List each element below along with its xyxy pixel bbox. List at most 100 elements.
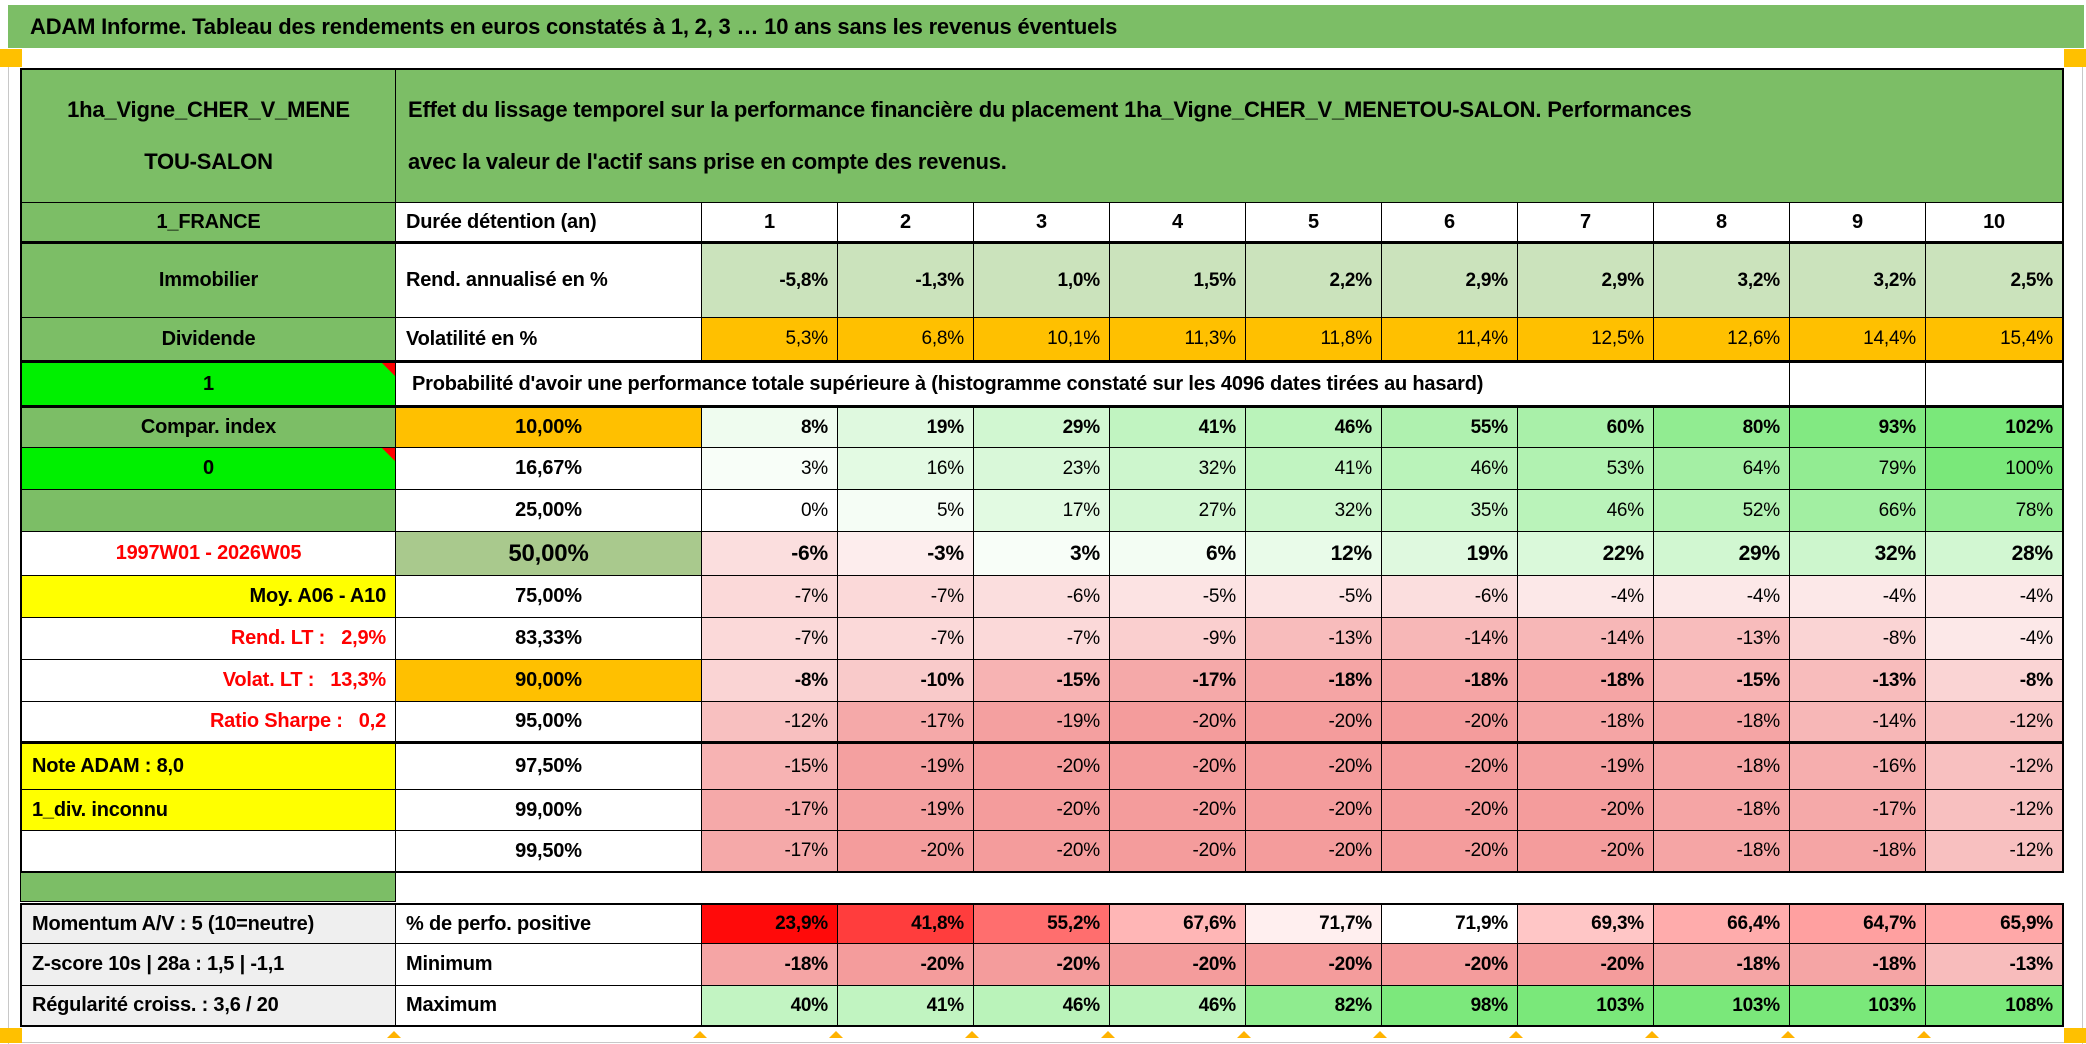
stats-data-cell[interactable]: 98%	[1382, 986, 1518, 1025]
main-row-label-cell[interactable]: Volatilité en %	[396, 318, 702, 363]
main-data-cell[interactable]: -8%	[702, 660, 838, 702]
main-data-cell[interactable]: 6,8%	[838, 318, 974, 363]
main-data-cell[interactable]: 3,2%	[1654, 244, 1790, 318]
main-data-cell[interactable]: -6%	[974, 576, 1110, 618]
main-row-label-cell[interactable]: 75,00%	[396, 576, 702, 618]
asset-name-cell[interactable]: 1ha_Vigne_CHER_V_MENE TOU-SALON	[22, 70, 396, 203]
main-data-cell[interactable]: -15%	[1654, 660, 1790, 702]
main-data-cell[interactable]: 19%	[838, 408, 974, 448]
main-row-label-cell[interactable]: 97,50%	[396, 744, 702, 790]
main-data-cell[interactable]: -18%	[1654, 702, 1790, 744]
main-data-cell[interactable]: -17%	[1790, 790, 1926, 831]
year-header-cell[interactable]: 9	[1790, 203, 1926, 244]
main-data-cell[interactable]: 46%	[1382, 448, 1518, 490]
main-data-cell[interactable]: 19%	[1382, 532, 1518, 576]
year-header-cell[interactable]: 6	[1382, 203, 1518, 244]
main-data-cell[interactable]: 17%	[974, 490, 1110, 532]
main-row-header-cell[interactable]: Ratio Sharpe : 0,2	[22, 702, 396, 744]
stats-data-cell[interactable]: 71,9%	[1382, 905, 1518, 944]
main-data-cell[interactable]: 64%	[1654, 448, 1790, 490]
main-data-cell[interactable]: -13%	[1790, 660, 1926, 702]
main-data-cell[interactable]: -9%	[1110, 618, 1246, 660]
main-data-cell[interactable]: 27%	[1110, 490, 1246, 532]
stats-data-cell[interactable]: 41,8%	[838, 905, 974, 944]
main-data-cell[interactable]: -7%	[702, 618, 838, 660]
stats-data-cell[interactable]: 69,3%	[1518, 905, 1654, 944]
main-data-cell[interactable]: -19%	[1518, 744, 1654, 790]
stats-data-cell[interactable]: 23,9%	[702, 905, 838, 944]
main-data-cell[interactable]: -7%	[838, 618, 974, 660]
main-data-cell[interactable]: -18%	[1654, 790, 1790, 831]
main-data-cell[interactable]: -7%	[974, 618, 1110, 660]
main-data-cell[interactable]: -17%	[702, 831, 838, 871]
stats-data-cell[interactable]: -20%	[974, 944, 1110, 986]
main-data-cell[interactable]: 29%	[974, 408, 1110, 448]
main-row-label-cell[interactable]: 95,00%	[396, 702, 702, 744]
main-data-cell[interactable]: -15%	[974, 660, 1110, 702]
main-data-cell[interactable]: 80%	[1654, 408, 1790, 448]
main-data-cell[interactable]: -12%	[1926, 744, 2062, 790]
main-data-cell[interactable]: 32%	[1790, 532, 1926, 576]
main-row-label-cell[interactable]: 90,00%	[396, 660, 702, 702]
main-data-cell[interactable]: 100%	[1926, 448, 2062, 490]
stats-data-cell[interactable]: 66,4%	[1654, 905, 1790, 944]
main-data-cell[interactable]: -19%	[974, 702, 1110, 744]
year-header-cell[interactable]: 10	[1926, 203, 2062, 244]
main-data-cell[interactable]: 32%	[1110, 448, 1246, 490]
main-data-cell[interactable]: -18%	[1790, 831, 1926, 871]
main-data-cell[interactable]: 8%	[702, 408, 838, 448]
main-data-cell[interactable]: 46%	[1246, 408, 1382, 448]
main-data-cell[interactable]: -18%	[1518, 702, 1654, 744]
main-data-cell[interactable]: -14%	[1790, 702, 1926, 744]
stats-row-header-cell[interactable]: Régularité croiss. : 3,6 / 20	[22, 986, 396, 1025]
main-data-cell[interactable]: 15,4%	[1926, 318, 2062, 363]
main-data-cell[interactable]: 29%	[1654, 532, 1790, 576]
main-data-cell[interactable]: 11,4%	[1382, 318, 1518, 363]
main-row-label-cell[interactable]: 99,00%	[396, 790, 702, 831]
main-data-cell[interactable]: -19%	[838, 744, 974, 790]
main-data-cell[interactable]: -8%	[1926, 660, 2062, 702]
main-data-cell[interactable]: 2,2%	[1246, 244, 1382, 318]
main-data-cell[interactable]: 41%	[1246, 448, 1382, 490]
main-data-cell[interactable]: 16%	[838, 448, 974, 490]
main-data-cell[interactable]: -7%	[702, 576, 838, 618]
stats-data-cell[interactable]: 41%	[838, 986, 974, 1025]
main-row-header-cell[interactable]: Compar. index	[22, 408, 396, 448]
main-row-label-cell[interactable]: 16,67%	[396, 448, 702, 490]
main-data-cell[interactable]: 66%	[1790, 490, 1926, 532]
main-data-cell[interactable]: 93%	[1790, 408, 1926, 448]
main-data-cell[interactable]: 5,3%	[702, 318, 838, 363]
main-data-cell[interactable]: -5%	[1110, 576, 1246, 618]
stats-data-cell[interactable]: -18%	[1790, 944, 1926, 986]
separator-cell[interactable]	[20, 873, 396, 902]
year-header-cell[interactable]: 3	[974, 203, 1110, 244]
main-data-cell[interactable]: 2,9%	[1518, 244, 1654, 318]
main-row-label-cell[interactable]: 10,00%	[396, 408, 702, 448]
main-data-cell[interactable]: 55%	[1382, 408, 1518, 448]
main-data-cell[interactable]: 22%	[1518, 532, 1654, 576]
main-data-cell[interactable]: 28%	[1926, 532, 2062, 576]
main-data-cell[interactable]: 2,9%	[1382, 244, 1518, 318]
main-data-cell[interactable]: 12,5%	[1518, 318, 1654, 363]
main-data-cell[interactable]: -13%	[1246, 618, 1382, 660]
main-data-cell[interactable]: -20%	[1246, 744, 1382, 790]
year-header-cell[interactable]: 1	[702, 203, 838, 244]
empty-cell[interactable]	[1790, 363, 1926, 408]
main-data-cell[interactable]: -20%	[1518, 790, 1654, 831]
main-row-label-cell[interactable]: 25,00%	[396, 490, 702, 532]
main-data-cell[interactable]: -3%	[838, 532, 974, 576]
stats-data-cell[interactable]: 67,6%	[1110, 905, 1246, 944]
main-data-cell[interactable]: -13%	[1654, 618, 1790, 660]
main-data-cell[interactable]: 1,0%	[974, 244, 1110, 318]
stats-data-cell[interactable]: -18%	[702, 944, 838, 986]
main-data-cell[interactable]: 11,8%	[1246, 318, 1382, 363]
main-data-cell[interactable]: -12%	[702, 702, 838, 744]
stats-data-cell[interactable]: -13%	[1926, 944, 2062, 986]
main-data-cell[interactable]: 14,4%	[1790, 318, 1926, 363]
main-data-cell[interactable]: -7%	[838, 576, 974, 618]
main-data-cell[interactable]: -20%	[1110, 790, 1246, 831]
main-row-label-cell[interactable]: Rend. annualisé en %	[396, 244, 702, 318]
stats-data-cell[interactable]: 82%	[1246, 986, 1382, 1025]
main-data-cell[interactable]: -20%	[1246, 831, 1382, 871]
main-data-cell[interactable]: -20%	[1382, 831, 1518, 871]
